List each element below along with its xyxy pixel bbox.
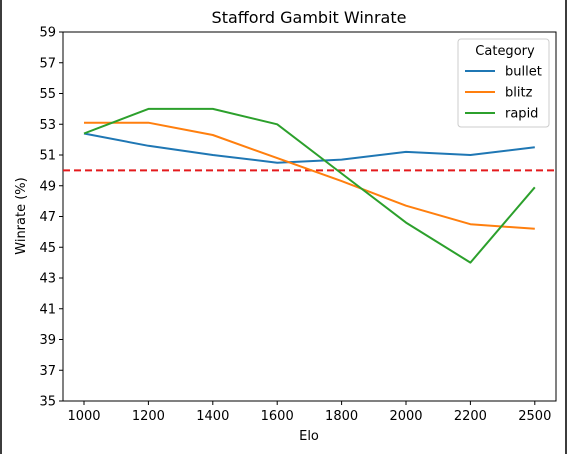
legend-title: Category [475, 44, 535, 59]
legend: Category bullet blitz rapid [457, 38, 550, 128]
y-tick-label: 35 [39, 395, 56, 410]
x-tick-label: 1800 [325, 409, 358, 424]
y-tick-label: 41 [39, 302, 56, 317]
x-tick-label: 1600 [261, 409, 294, 424]
x-axis-label: Elo [299, 429, 319, 444]
y-tick-label: 53 [39, 118, 56, 133]
series-line-rapid [83, 107, 536, 264]
y-axis-ticks: 35 37 39 41 43 45 47 49 51 53 55 57 59 [39, 26, 63, 410]
y-tick-label: 37 [39, 364, 56, 379]
y-tick-label: 43 [39, 272, 56, 287]
y-tick-label: 39 [39, 333, 56, 348]
x-tick-label: 2000 [389, 409, 422, 424]
y-tick-label: 59 [39, 26, 56, 41]
chart-title: Stafford Gambit Winrate [212, 8, 407, 27]
legend-label-blitz: blitz [505, 86, 533, 101]
y-tick-label: 57 [39, 56, 56, 71]
series-line-bullet [83, 132, 535, 164]
y-tick-label: 51 [39, 149, 56, 164]
legend-box [457, 38, 550, 128]
legend-items: bullet blitz rapid [465, 65, 542, 122]
y-axis-label: Winrate (%) [14, 177, 29, 254]
x-tick-label: 1200 [132, 409, 165, 424]
x-tick-label: 1400 [196, 409, 229, 424]
x-tick-label: 1000 [67, 409, 100, 424]
x-tick-label: 2200 [454, 409, 487, 424]
y-tick-label: 45 [39, 241, 56, 256]
series-lines [83, 107, 536, 264]
series-line-blitz [84, 121, 535, 230]
y-tick-label: 49 [39, 179, 56, 194]
x-axis-ticks: 1000 1200 1400 1600 1800 2000 2200 2500 [67, 401, 551, 424]
y-tick-label: 47 [39, 210, 56, 225]
legend-label-bullet: bullet [505, 65, 542, 80]
legend-label-rapid: rapid [505, 107, 538, 122]
y-tick-label: 55 [39, 87, 56, 102]
x-tick-label: 2500 [518, 409, 551, 424]
